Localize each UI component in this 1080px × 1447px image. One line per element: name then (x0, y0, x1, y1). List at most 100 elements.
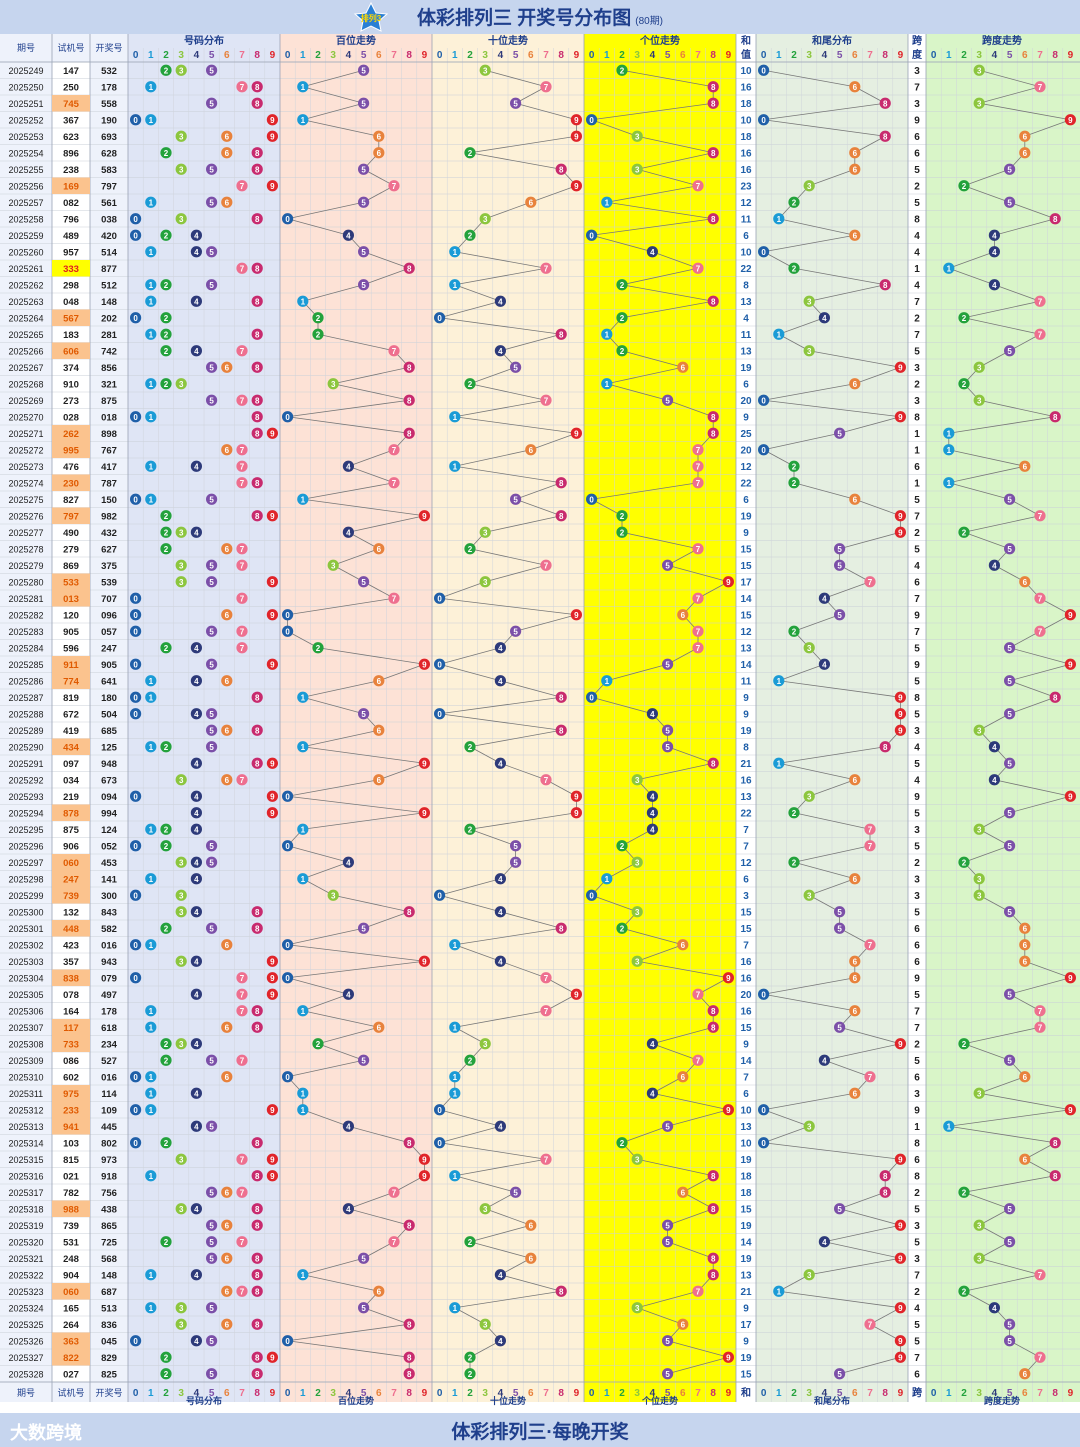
span-cell: 6 (914, 462, 920, 473)
span-ball-digit: 9 (1068, 792, 1073, 801)
h-ball-digit: 1 (301, 1007, 306, 1016)
t-ball (540, 972, 552, 984)
issue-cell: 2025264 (8, 313, 43, 323)
dist-ball-digit: 1 (149, 248, 154, 257)
span-ball-digit: 4 (992, 776, 997, 785)
trial-cell: 815 (63, 1155, 80, 1166)
u-ball (616, 279, 628, 291)
t-ball (494, 675, 506, 687)
dist-ball-digit: 8 (255, 1007, 260, 1016)
header-digit: 8 (882, 50, 888, 61)
u-ball (662, 724, 674, 736)
u-ball (692, 543, 704, 555)
sum-cell: 17 (740, 1320, 752, 1331)
trend-line (545, 993, 577, 1012)
t-ball-digit: 8 (559, 512, 564, 521)
tail-ball (849, 955, 861, 967)
dist-ball-digit: 2 (164, 1056, 169, 1065)
draw-cell: 202 (101, 313, 117, 324)
tail-ball-digit: 9 (898, 1221, 903, 1230)
issue-cell: 2025277 (8, 528, 43, 538)
trial-highlight (52, 425, 90, 442)
span-ball-digit: 3 (977, 726, 982, 735)
dist-ball-digit: 6 (225, 941, 230, 950)
t-ball (449, 939, 461, 951)
dist-ball-digit: 2 (164, 842, 169, 851)
u-ball (586, 229, 598, 241)
tail-ball (758, 1137, 770, 1149)
tail-ball-digit: 5 (837, 924, 842, 933)
dist-ball (266, 955, 278, 967)
u-ball-digit: 8 (711, 1205, 716, 1214)
trend-line (348, 1208, 410, 1226)
u-ball (677, 1071, 689, 1083)
draw-cell: 016 (101, 940, 117, 951)
dist-ball (175, 64, 187, 76)
header-digit: 9 (1068, 50, 1074, 61)
trial-cell: 419 (63, 726, 79, 737)
sum-cell: 6 (743, 495, 749, 506)
tail-ball-digit: 9 (898, 528, 903, 537)
header-digit: 9 (574, 50, 580, 61)
span-ball (1034, 1005, 1046, 1017)
tail-ball-digit: 9 (898, 1254, 903, 1263)
trend-line (809, 350, 901, 368)
trend-line (667, 399, 714, 418)
trend-line (287, 399, 410, 418)
tail-ball-digit: 1 (777, 759, 782, 768)
t-ball-digit: 8 (559, 330, 564, 339)
span-ball-digit: 4 (992, 248, 997, 257)
tail-ball (894, 724, 907, 736)
trend-line (793, 482, 855, 500)
trend-line (948, 1109, 1071, 1127)
header-digit: 1 (776, 50, 782, 61)
dist-ball (251, 1219, 263, 1231)
issue-cell: 2025326 (8, 1336, 43, 1346)
sum-cell: 16 (740, 165, 752, 176)
trend-line (287, 795, 425, 814)
dist-ball (130, 114, 142, 126)
footer-digit: 9 (574, 1388, 580, 1399)
dist-ball (145, 1021, 157, 1033)
trend-line (854, 366, 901, 385)
t-ball (555, 477, 567, 489)
trial-cell: 374 (63, 363, 80, 374)
u-ball-digit: 2 (620, 66, 625, 75)
issue-cell: 2025256 (8, 181, 43, 191)
dist-ball (221, 939, 233, 951)
dist-ball (206, 1236, 218, 1248)
dist-ball-digit: 9 (270, 1106, 275, 1115)
issue-cell: 2025252 (8, 115, 43, 125)
t-ball (494, 955, 506, 967)
dist-ball (175, 774, 187, 786)
trend-line (333, 564, 364, 583)
sum-cell: 8 (743, 280, 749, 291)
trend-line (667, 1356, 729, 1375)
trend-line (637, 1307, 683, 1325)
trend-line (515, 482, 562, 500)
dist-ball (266, 180, 278, 192)
h-ball (342, 229, 354, 241)
t-ball (449, 460, 461, 472)
tail-ball-digit: 6 (853, 974, 858, 983)
trend-line (637, 168, 699, 187)
dist-ball-digit: 2 (164, 1040, 169, 1049)
dist-ball (251, 163, 263, 175)
trial-cell: 988 (63, 1204, 79, 1215)
trend-line (469, 366, 516, 385)
dist-ball (236, 625, 248, 637)
dist-ball (175, 1318, 187, 1330)
dist-ball (145, 691, 157, 703)
dist-ball-digit: 8 (255, 99, 260, 108)
draw-cell: 582 (101, 924, 117, 935)
span-cell: 2 (914, 528, 920, 539)
dist-ball (251, 97, 263, 109)
u-ball-digit: 7 (696, 182, 701, 191)
span-cell: 5 (914, 495, 920, 506)
sum-cell: 14 (740, 1237, 752, 1248)
issue-cell: 2025275 (8, 495, 43, 505)
tail-ball-digit: 3 (807, 1271, 812, 1280)
h-ball-digit: 9 (422, 660, 427, 669)
draw-cell: 875 (101, 396, 118, 407)
